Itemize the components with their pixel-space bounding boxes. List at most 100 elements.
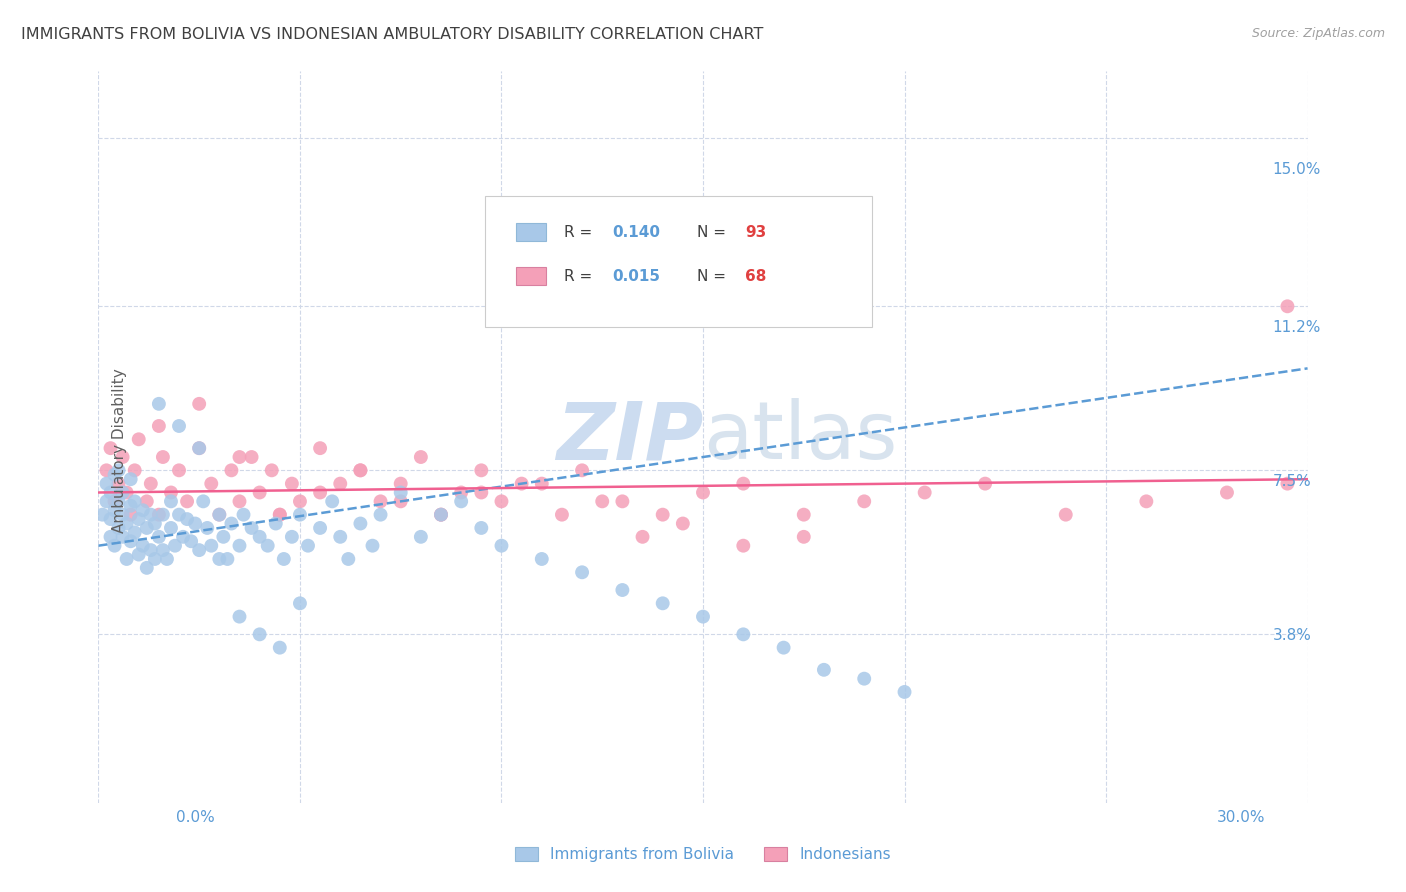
Point (128, 512, 150, 526)
Point (152, 450, 174, 464)
Point (733, 539, 755, 553)
Point (167, 419, 190, 434)
Point (389, 476, 412, 491)
Point (349, 463, 371, 477)
Point (103, 503, 125, 517)
Point (139, 543, 162, 558)
Text: 93: 93 (745, 225, 766, 240)
Point (530, 476, 553, 491)
Text: atlas: atlas (703, 398, 897, 476)
Point (148, 419, 170, 434)
Point (450, 485, 472, 500)
Point (551, 508, 574, 522)
Point (124, 494, 146, 508)
Point (571, 566, 593, 580)
Text: 11.2%: 11.2% (1272, 320, 1320, 335)
Text: 7.5%: 7.5% (1272, 475, 1312, 489)
Point (139, 508, 162, 522)
Point (228, 539, 250, 553)
Point (100, 512, 122, 526)
Point (184, 516, 207, 531)
Point (160, 521, 183, 535)
Point (132, 539, 155, 553)
Point (221, 516, 243, 531)
Point (148, 530, 170, 544)
Point (200, 539, 222, 553)
Point (152, 543, 174, 558)
Point (370, 508, 392, 522)
Point (143, 552, 166, 566)
Point (793, 508, 815, 522)
Point (260, 463, 283, 477)
Point (430, 508, 453, 522)
Point (120, 508, 142, 522)
Point (128, 548, 150, 562)
Point (103, 467, 125, 482)
Legend: Immigrants from Bolivia, Indonesians: Immigrants from Bolivia, Indonesians (509, 841, 897, 868)
Point (853, 672, 876, 686)
Point (107, 521, 129, 535)
Point (176, 494, 198, 508)
Point (349, 463, 371, 477)
Point (281, 476, 304, 491)
Point (813, 663, 835, 677)
Point (389, 485, 412, 500)
Point (1277, 299, 1299, 313)
Point (91, 508, 114, 522)
Point (651, 508, 673, 522)
Point (128, 432, 150, 446)
Point (269, 640, 291, 655)
Point (256, 539, 278, 553)
Point (249, 530, 271, 544)
Point (228, 450, 250, 464)
Point (200, 476, 222, 491)
Point (96, 494, 118, 508)
Point (100, 485, 122, 500)
Point (111, 485, 134, 500)
Point (249, 485, 271, 500)
Point (167, 463, 190, 477)
Point (297, 539, 319, 553)
FancyBboxPatch shape (516, 223, 546, 242)
Text: 0.015: 0.015 (613, 268, 661, 284)
Point (107, 463, 129, 477)
Point (389, 494, 412, 508)
Point (370, 494, 392, 508)
Point (103, 539, 125, 553)
Point (96, 463, 118, 477)
Point (124, 525, 146, 540)
Point (672, 516, 695, 531)
Point (195, 521, 218, 535)
Point (288, 508, 311, 522)
Point (124, 463, 146, 477)
Point (631, 530, 654, 544)
Point (100, 530, 122, 544)
Point (309, 521, 332, 535)
Text: N =: N = (697, 268, 731, 284)
Text: R =: R = (564, 268, 598, 284)
Point (160, 494, 183, 508)
Point (337, 552, 360, 566)
FancyBboxPatch shape (516, 267, 546, 285)
Point (188, 441, 211, 455)
Point (139, 476, 162, 491)
Point (132, 503, 155, 517)
Point (135, 494, 157, 508)
Point (288, 494, 311, 508)
Point (1054, 508, 1077, 522)
Point (612, 494, 634, 508)
Text: R =: R = (564, 225, 598, 240)
Point (893, 685, 915, 699)
Point (188, 397, 211, 411)
Point (100, 441, 122, 455)
Point (309, 485, 332, 500)
Point (309, 441, 332, 455)
Point (240, 450, 263, 464)
Point (273, 552, 295, 566)
Point (208, 508, 231, 522)
Point (172, 530, 194, 544)
Point (193, 494, 215, 508)
Point (430, 508, 453, 522)
Point (733, 476, 755, 491)
Point (96, 476, 118, 491)
